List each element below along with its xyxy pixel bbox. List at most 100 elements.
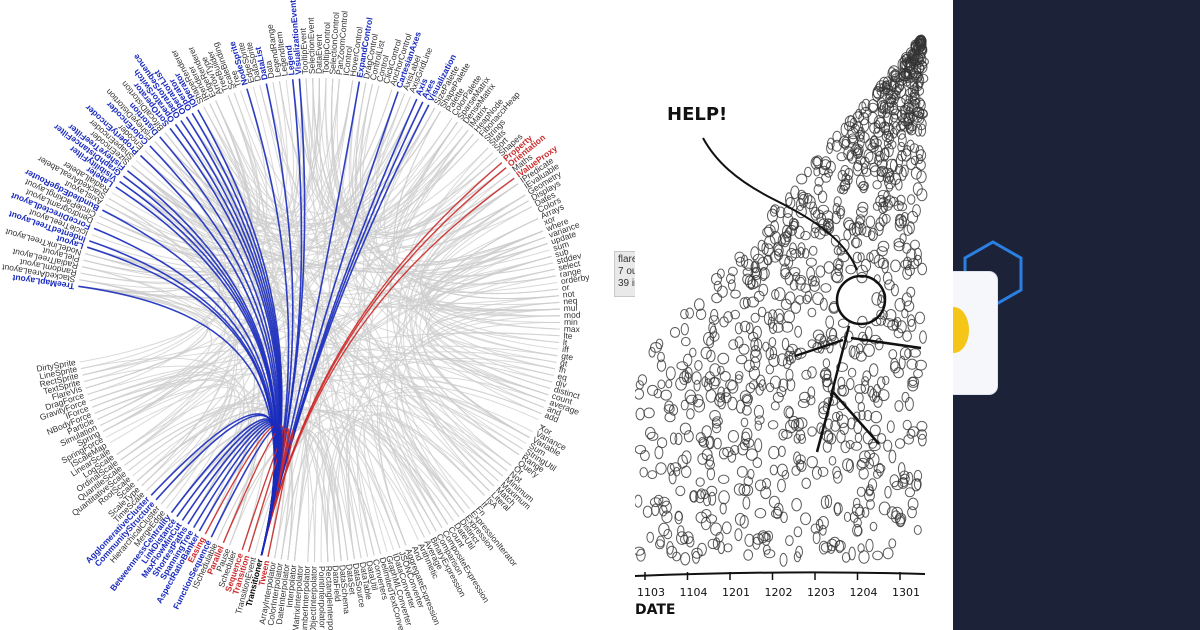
bubble — [770, 401, 780, 411]
node-label[interactable]: orderby — [560, 272, 591, 286]
bubble — [743, 549, 754, 561]
bubble — [812, 531, 821, 545]
edge-grey — [176, 411, 460, 518]
node-label[interactable]: lte — [563, 330, 573, 341]
node-label[interactable]: IControl — [341, 45, 354, 76]
node-label[interactable]: MatrixInterpolator — [290, 565, 305, 630]
node-label[interactable]: min — [564, 317, 578, 327]
bubble — [799, 391, 811, 403]
bubble — [858, 467, 869, 480]
node-label[interactable]: DataSchema — [337, 564, 352, 614]
node-label[interactable]: PointInterpolator — [317, 566, 328, 629]
x-axis-tick-label: 1201 — [722, 586, 750, 599]
bubble — [900, 164, 909, 178]
bubble — [658, 496, 670, 507]
node-label[interactable]: div — [555, 377, 569, 390]
node-label[interactable]: TooltipControl — [320, 22, 332, 74]
node-label[interactable]: fn — [558, 364, 567, 375]
bubble — [872, 180, 882, 190]
bubble — [717, 268, 725, 279]
bubble — [718, 490, 730, 505]
bubble — [917, 262, 928, 276]
bubble — [806, 456, 818, 469]
bubble — [720, 392, 732, 404]
bubble — [684, 367, 693, 379]
bubble — [745, 382, 756, 394]
bubble — [838, 238, 850, 252]
bubble — [836, 152, 847, 162]
node-label[interactable]: ObjectInterpolator — [308, 566, 319, 630]
bubble — [896, 516, 905, 527]
bubble — [860, 118, 870, 132]
node-label[interactable]: SelectionEvent — [306, 17, 317, 75]
edge-grey — [425, 230, 555, 291]
edge-grey — [171, 409, 465, 514]
edge-grey — [141, 218, 539, 487]
node-label[interactable]: SelectionControl — [327, 12, 341, 75]
node-label[interactable]: iff — [562, 344, 570, 355]
node-label[interactable]: select — [557, 258, 581, 273]
node-label[interactable]: eq — [557, 371, 569, 383]
bubble — [907, 122, 918, 132]
bubble — [808, 245, 818, 256]
node-label[interactable]: DataEvent — [314, 34, 324, 74]
node-label[interactable]: gt — [559, 357, 568, 368]
bubble — [708, 315, 720, 325]
node-label[interactable]: sum — [552, 239, 570, 253]
node-label[interactable]: mul — [563, 303, 577, 314]
bubble — [841, 173, 851, 185]
node-label[interactable]: Data — [263, 60, 276, 80]
bubble — [693, 398, 706, 413]
bubble — [655, 462, 667, 475]
bubble — [833, 502, 843, 515]
node-label[interactable]: Legend — [283, 45, 296, 76]
node-label[interactable]: Interpolator — [284, 564, 298, 608]
node-label[interactable]: range — [559, 266, 582, 280]
edge-grey — [102, 80, 354, 250]
bubble — [836, 362, 849, 373]
node-label[interactable]: xor — [542, 213, 557, 227]
node-label[interactable]: DataSet — [344, 563, 358, 595]
node-label[interactable]: neq — [563, 295, 578, 306]
bubble — [889, 474, 900, 488]
bubble — [842, 458, 854, 472]
bubble — [908, 112, 918, 122]
bubble — [750, 266, 763, 280]
bubble — [709, 410, 721, 422]
node-label[interactable]: gte — [561, 351, 574, 363]
node-label[interactable]: not — [562, 288, 575, 299]
bubble — [679, 422, 692, 435]
bubble — [888, 65, 900, 78]
node-label[interactable]: _ — [539, 416, 549, 428]
bubble — [790, 185, 800, 200]
bubble — [915, 159, 926, 171]
bubble — [761, 532, 771, 546]
node-label[interactable]: max — [564, 324, 581, 335]
bubble — [866, 499, 875, 510]
bubble — [864, 326, 873, 341]
bubble — [736, 466, 748, 478]
bubble — [669, 432, 678, 445]
node-label[interactable]: and — [546, 403, 563, 418]
node-label[interactable]: NumberInterpolator — [299, 565, 312, 630]
node-label[interactable]: or — [561, 282, 570, 293]
edge-grey — [131, 81, 288, 233]
bubble — [768, 337, 777, 348]
bubble — [706, 467, 716, 481]
bubble — [771, 289, 780, 300]
node-label[interactable]: DataField — [331, 565, 343, 602]
speech-bubble-text: HELP! — [667, 104, 727, 125]
node-label[interactable]: If — [479, 499, 490, 510]
bubble — [768, 353, 780, 367]
node-label[interactable]: mod — [564, 310, 581, 320]
node-label[interactable]: sub — [554, 246, 570, 259]
node-label[interactable]: RectangleInterpolat — [324, 566, 337, 630]
bubble — [805, 257, 817, 267]
x-axis-label: DATE — [635, 602, 675, 618]
bubble — [856, 206, 868, 218]
node-label[interactable]: lt — [563, 337, 569, 347]
bubble — [802, 294, 812, 305]
node-label[interactable]: TooltipEvent — [298, 27, 310, 74]
bubble — [815, 265, 826, 278]
bubble — [859, 183, 868, 194]
